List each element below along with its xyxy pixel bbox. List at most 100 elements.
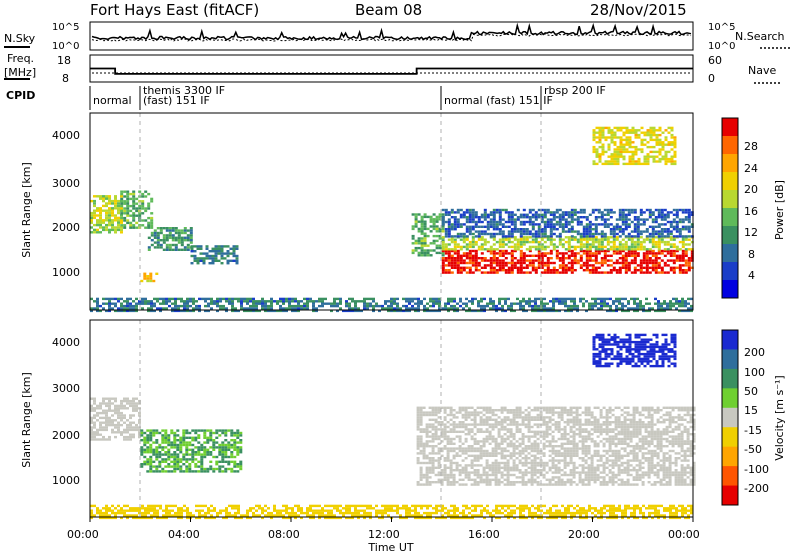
power-cell-9 — [625, 143, 629, 146]
velocity-cell-2 — [572, 421, 576, 424]
power-cell-6 — [540, 266, 544, 269]
velocity-cell-2 — [563, 466, 567, 469]
power-cell-8 — [549, 232, 553, 236]
power-cell-3 — [193, 254, 197, 258]
power-cell-8 — [606, 223, 610, 226]
power-cell-7 — [630, 248, 634, 251]
power-cell-2 — [156, 227, 160, 230]
power-cell-10 — [111, 297, 114, 301]
power-cell-9 — [640, 131, 644, 134]
power-cell-10 — [459, 300, 462, 303]
power-cell-8 — [675, 220, 679, 224]
velocity-cell-1 — [173, 453, 177, 456]
velocity-cell-2 — [518, 437, 522, 441]
power-cell-8 — [477, 225, 481, 228]
power-colorbar-swatch — [722, 262, 738, 281]
velocity-cell-2 — [431, 409, 435, 412]
power-cell-8 — [522, 216, 526, 219]
power-cell-2 — [165, 246, 169, 249]
velocity-cell-2 — [473, 423, 477, 426]
power-cell-2 — [168, 236, 172, 239]
power-cell-10 — [444, 304, 447, 308]
velocity-cell-1 — [239, 467, 243, 471]
power-cell-5 — [420, 244, 424, 247]
velocity-cell-2 — [425, 423, 429, 426]
power-cell-9 — [619, 136, 623, 139]
velocity-cell-1 — [188, 441, 192, 444]
velocity-cell-2 — [560, 409, 564, 412]
power-cell-7 — [555, 245, 559, 249]
power-cell-10 — [375, 302, 378, 305]
power-cell-6 — [588, 264, 592, 267]
power-cell-7 — [639, 236, 643, 239]
velocity-cell-2 — [431, 435, 435, 438]
velocity-cell-2 — [521, 483, 525, 486]
power-cell-10 — [678, 309, 681, 313]
power-cell-6 — [480, 271, 484, 274]
velocity-cell-2 — [515, 476, 519, 479]
power-cell-8 — [459, 213, 463, 216]
power-cell-9 — [640, 138, 644, 142]
velocity-cell-2 — [578, 473, 582, 477]
velocity-cell-2 — [452, 473, 456, 477]
velocity-cell-1 — [221, 455, 225, 459]
power-cell-9 — [664, 160, 668, 163]
cpid-seg-rbsp: rbsp 200 IF — [544, 84, 606, 97]
power-cell-2 — [177, 241, 181, 244]
power-cell-6 — [486, 249, 490, 253]
power-cell-8 — [522, 232, 526, 236]
power-cell-10 — [687, 302, 690, 305]
power-cell-10 — [336, 302, 339, 305]
power-cell-5 — [417, 251, 421, 255]
velocity-cell-0 — [114, 409, 117, 412]
power-cell-9 — [649, 126, 653, 130]
power-cell-10 — [471, 302, 474, 305]
power-cell-6 — [606, 264, 610, 267]
velocity-cell-1 — [218, 446, 222, 449]
power-cell-3 — [190, 245, 194, 248]
power-cell-10 — [669, 302, 672, 305]
power-cell-7 — [609, 245, 613, 249]
power-cell-10 — [648, 302, 651, 305]
power-cell-8 — [540, 216, 544, 219]
velocity-cell-1 — [221, 429, 225, 432]
velocity-cell-2 — [425, 425, 429, 429]
power-cell-3 — [196, 257, 200, 260]
velocity-cell-1 — [173, 451, 177, 454]
power-cell-10 — [480, 297, 483, 301]
power-cell-6 — [633, 252, 637, 255]
velocity-cell-2 — [545, 435, 549, 438]
power-cell-7 — [441, 248, 445, 251]
velocity-cell-2 — [536, 437, 540, 441]
power-cell-10 — [177, 309, 180, 313]
power-cell-10 — [561, 302, 564, 305]
power-cell-8 — [648, 213, 652, 216]
velocity-cell-2 — [569, 483, 573, 486]
power-cell-6 — [510, 271, 514, 274]
velocity-cell-2 — [464, 411, 468, 414]
power-cell-10 — [624, 304, 627, 308]
power-cell-10 — [549, 300, 552, 303]
power-cell-8 — [471, 228, 475, 231]
power-cell-9 — [661, 143, 665, 146]
power-cell-3 — [232, 250, 236, 253]
power-cell-9 — [661, 131, 665, 134]
velocity-cell-0 — [108, 397, 111, 400]
velocity-cell-2 — [545, 409, 549, 412]
power-cell-9 — [604, 160, 608, 163]
velocity-cell-2 — [515, 440, 519, 443]
velocity-cell-2 — [578, 423, 582, 426]
velocity-cell-2 — [473, 473, 477, 477]
power-cell-6 — [492, 266, 496, 269]
power-cell-10 — [678, 304, 681, 308]
power-cell-6 — [624, 266, 628, 269]
power-cell-7 — [489, 248, 493, 251]
velocity-cell-2 — [536, 471, 540, 474]
velocity-cell-0 — [99, 411, 102, 415]
velocity-cell-2 — [536, 476, 540, 479]
power-cell-8 — [648, 208, 652, 212]
power-cell-10 — [498, 307, 501, 310]
power-cell-10 — [417, 309, 420, 313]
power-cell-10 — [183, 300, 186, 303]
power-cell-10 — [261, 304, 264, 308]
